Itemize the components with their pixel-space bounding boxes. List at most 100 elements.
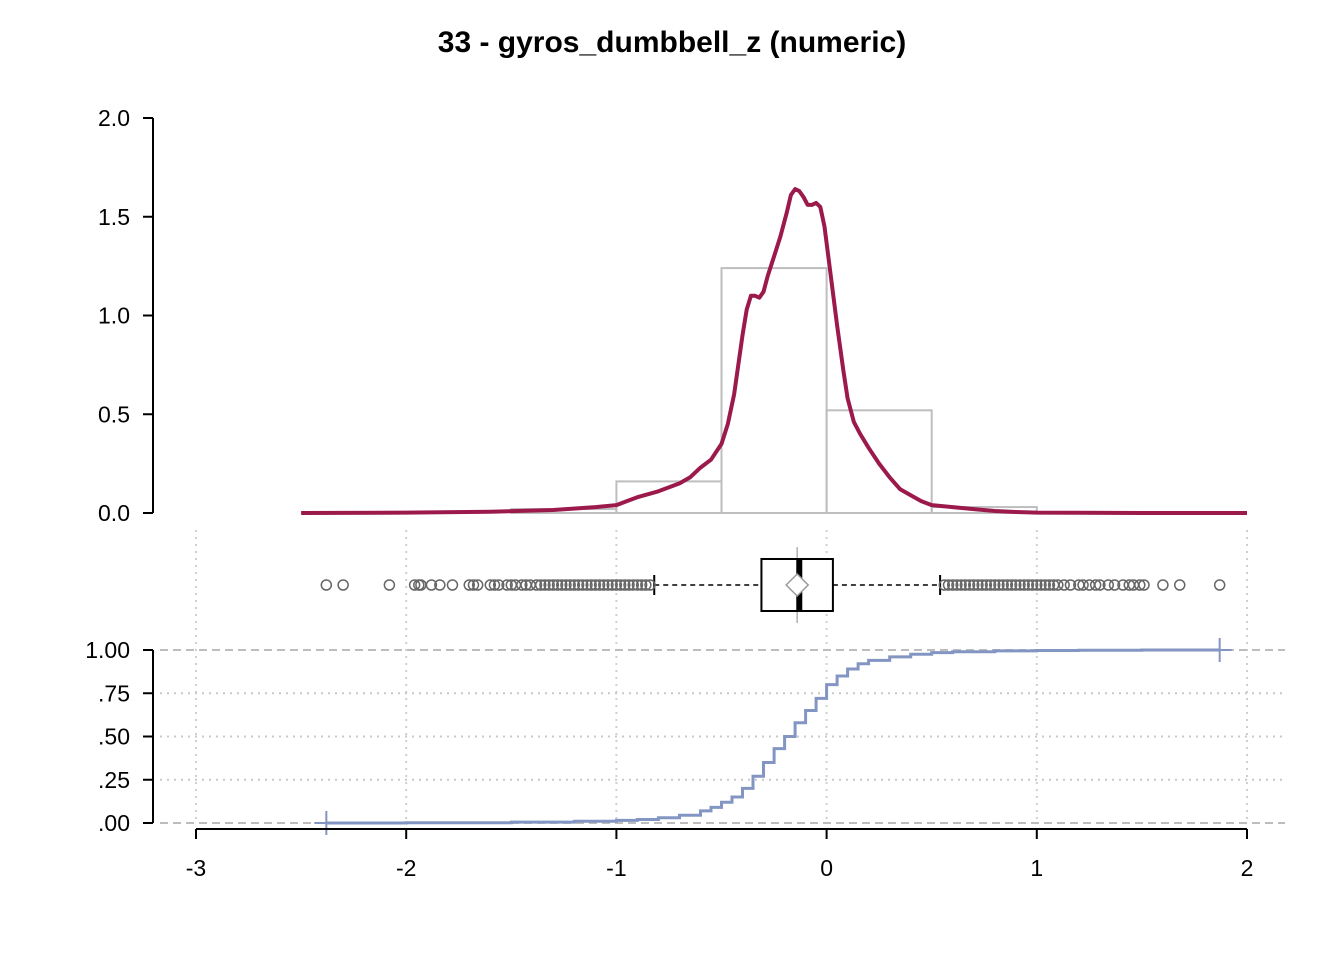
outlier-point	[951, 579, 963, 591]
outlier-point	[534, 579, 547, 591]
outlier-point	[492, 579, 505, 591]
outlier-point	[463, 579, 476, 591]
outlier-point	[1064, 579, 1077, 591]
outlier-point	[955, 579, 967, 591]
outlier-point	[1058, 579, 1070, 591]
outlier-point	[585, 579, 597, 591]
ecdf-y-tick-label: .00	[98, 810, 130, 836]
outlier-point	[516, 579, 528, 591]
outlier-point	[963, 579, 976, 591]
x-tick-label: 0	[820, 855, 833, 881]
x-tick-label: 1	[1030, 855, 1043, 881]
outlier-point	[623, 579, 635, 591]
histogram-panel	[301, 187, 1247, 515]
outlier-point	[1173, 579, 1186, 591]
outlier-point	[434, 579, 446, 591]
grid-layer	[160, 530, 1285, 824]
outlier-point	[1052, 579, 1064, 591]
outlier-point	[484, 579, 497, 591]
outlier-point	[1005, 579, 1018, 591]
ecdf-y-tick-label: .25	[98, 767, 130, 793]
x-tick-label: -2	[396, 855, 416, 881]
outlier-point	[568, 579, 581, 591]
outlier-point	[1134, 579, 1146, 591]
outlier-point	[644, 579, 656, 591]
outlier-point	[593, 579, 606, 591]
outlier-point	[577, 579, 589, 591]
outlier-point	[539, 579, 551, 591]
outlier-point	[471, 579, 484, 591]
outlier-point	[581, 579, 593, 591]
outlier-point	[1043, 579, 1056, 591]
outlier-point	[467, 579, 480, 591]
outlier-point	[1001, 579, 1014, 591]
outlier-point	[383, 579, 396, 591]
ecdf-curve	[326, 648, 1220, 825]
outlier-point	[1102, 579, 1115, 591]
outlier-point	[610, 579, 623, 591]
outlier-point	[408, 579, 421, 591]
outlier-point	[501, 579, 513, 591]
outlier-point	[1018, 579, 1030, 591]
outlier-point	[337, 579, 349, 591]
outlier-point	[993, 579, 1005, 591]
ecdf-y-tick-label: .50	[98, 724, 130, 750]
outlier-point	[1014, 579, 1026, 591]
outlier-point	[606, 579, 618, 591]
outlier-point	[1077, 579, 1089, 591]
outlier-point	[602, 579, 614, 591]
outlier-point	[614, 579, 627, 591]
outlier-point	[320, 579, 333, 591]
outlier-point	[959, 579, 972, 591]
ecdf-y-tick-label: .75	[98, 680, 130, 706]
outlier-point	[1157, 579, 1169, 591]
outlier-point	[1026, 579, 1039, 591]
density-y-tick-label: 1.0	[98, 303, 130, 329]
outlier-point	[1108, 579, 1121, 591]
density-curve	[301, 187, 1247, 515]
outlier-point	[1039, 579, 1051, 591]
outlier-point	[997, 579, 1009, 591]
outlier-point	[627, 579, 639, 591]
histogram-bar	[930, 506, 1038, 515]
density-y-tick-label: 0.5	[98, 401, 130, 427]
outlier-point	[942, 579, 955, 591]
outlier-point	[425, 579, 438, 591]
outlier-point	[488, 579, 501, 591]
x-tick-label: 2	[1241, 855, 1254, 881]
outlier-point	[976, 579, 988, 591]
histogram-bar	[825, 409, 933, 514]
outlier-point	[1138, 579, 1150, 591]
axes-layer: 0.0 0.5 1.0 1.5 2.0 .00 .25 .50 .75 1.00 -3 -2 -1 0 1 2	[85, 105, 1253, 881]
outlier-point	[598, 579, 610, 591]
outlier-point	[1213, 579, 1226, 591]
outlier-point	[938, 579, 951, 591]
density-y-tick-label: 1.5	[98, 204, 130, 230]
outlier-point	[1022, 579, 1035, 591]
ecdf-panel	[314, 638, 1232, 835]
outlier-point	[1031, 579, 1043, 591]
ecdf-y-tick-label: 1.00	[85, 637, 130, 663]
histogram-bar	[720, 267, 828, 514]
outlier-point	[555, 579, 568, 591]
outlier-point	[1010, 579, 1022, 591]
mean-diamond	[785, 572, 810, 598]
boxplot-panel	[320, 547, 1226, 623]
outlier-point	[946, 579, 959, 591]
x-tick-label: -1	[606, 855, 626, 881]
outlier-point	[1089, 579, 1102, 591]
outlier-point	[635, 579, 648, 591]
density-y-tick-label: 2.0	[98, 105, 130, 131]
outlier-point	[547, 579, 560, 591]
outlier-point	[631, 579, 644, 591]
outlier-point	[564, 579, 576, 591]
outlier-point	[1035, 579, 1047, 591]
outlier-point	[446, 579, 459, 591]
outlier-point	[530, 579, 543, 591]
outlier-point	[572, 579, 585, 591]
outlier-point	[551, 579, 564, 591]
outlier-point	[989, 579, 1001, 591]
outlier-point	[980, 579, 993, 591]
outlier-point	[640, 579, 652, 591]
